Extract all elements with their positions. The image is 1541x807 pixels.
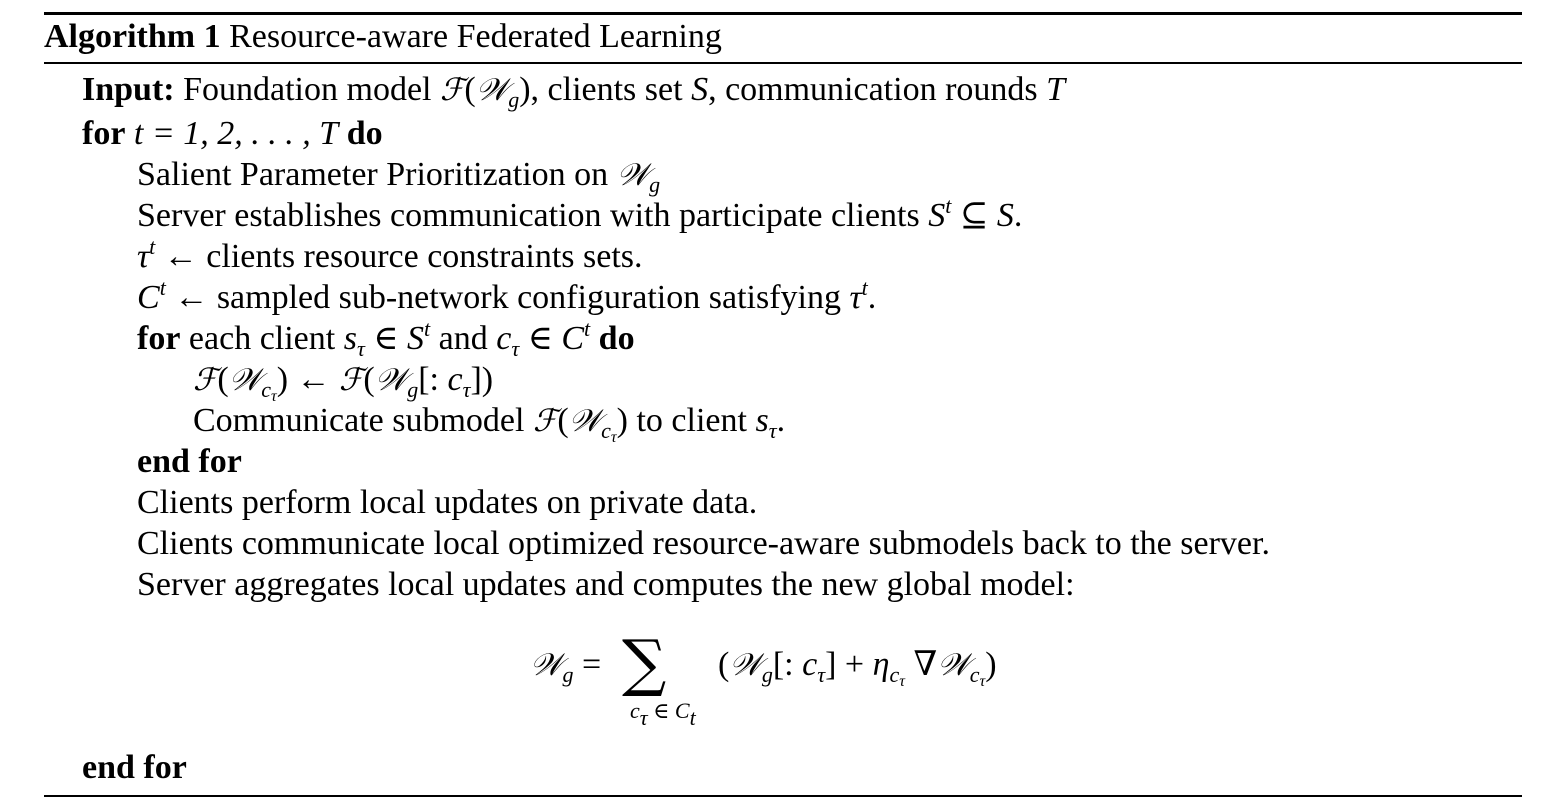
communicate-back-line: Clients communicate local optimized reso… [137, 524, 1270, 564]
for-keyword: for [82, 115, 126, 152]
aggregate-text: Server aggregates local updates and comp… [137, 566, 1075, 603]
equation-lhs: 𝒲g = [530, 646, 602, 687]
inner-for-line: for each client sτ ∈ St and cτ ∈ Ct do [137, 316, 635, 361]
loop-range: t = 1, 2, . . . , T [133, 115, 339, 152]
salient-text: Salient Parameter Prioritization on [137, 156, 617, 193]
equation-rhs: (𝒲g[: cτ] + ηcτ ∇𝒲cτ) [718, 646, 997, 690]
algorithm-title: Resource-aware Federated Learning [229, 18, 722, 55]
communicate-line: Communicate submodel ℱ(𝒲cτ) to client sτ… [193, 402, 786, 446]
server-establish-line: Server establishes communication with pa… [137, 193, 1023, 235]
bottom-rule [44, 795, 1522, 797]
aggregation-equation: 𝒲g = ∑ cτ ∈ Ct (𝒲g[: cτ] + ηcτ ∇𝒲cτ) [530, 625, 1090, 735]
sum-symbol: ∑ [622, 626, 667, 699]
config-text: ← sampled sub-network configuration sati… [174, 279, 850, 316]
inner-do-keyword: do [598, 320, 635, 357]
input-text-a: Foundation model [183, 71, 440, 108]
outer-end-for: end for [82, 749, 187, 786]
caption-rule [44, 62, 1522, 64]
aggregate-line: Server aggregates local updates and comp… [137, 565, 1075, 605]
communicate-text: Communicate submodel [193, 402, 533, 439]
outer-for-line: for t = 1, 2, . . . , T do [82, 114, 383, 154]
to-client-text: to client [627, 402, 756, 439]
inner-end-for: end for [137, 443, 242, 480]
each-client-text: each client [188, 320, 344, 357]
sum-subscript: cτ ∈ Ct [630, 698, 696, 730]
input-text-c: , communication rounds [708, 71, 1047, 108]
and-text: and [430, 320, 497, 357]
top-rule [44, 12, 1522, 15]
do-keyword: do [346, 115, 383, 152]
resource-line: τt ← clients resource constraints sets. [137, 234, 643, 276]
salient-line: Salient Parameter Prioritization on 𝒲g [137, 156, 661, 197]
input-keyword: Input: [82, 71, 175, 108]
local-updates-text: Clients perform local updates on private… [137, 484, 758, 521]
local-updates-line: Clients perform local updates on private… [137, 483, 757, 523]
submodel-assign-line: ℱ(𝒲cτ) ← ℱ(𝒲g[: cτ]) [193, 361, 494, 405]
input-text-b: , clients set [530, 71, 692, 108]
inner-for-keyword: for [137, 320, 181, 357]
algorithm-label: Algorithm 1 [44, 18, 221, 55]
communicate-back-text: Clients communicate local optimized reso… [137, 525, 1270, 562]
resource-text: ← clients resource constraints sets. [163, 238, 643, 275]
algorithm-caption: Algorithm 1 Resource-aware Federated Lea… [44, 16, 722, 58]
inner-end-for-line: end for [137, 442, 242, 482]
outer-end-for-line: end for [82, 748, 187, 788]
config-line: Ct ← sampled sub-network configuration s… [137, 275, 877, 317]
server-establish-text: Server establishes communication with pa… [137, 197, 929, 234]
input-line: Input: Foundation model ℱ(𝒲g), clients s… [82, 71, 1066, 112]
